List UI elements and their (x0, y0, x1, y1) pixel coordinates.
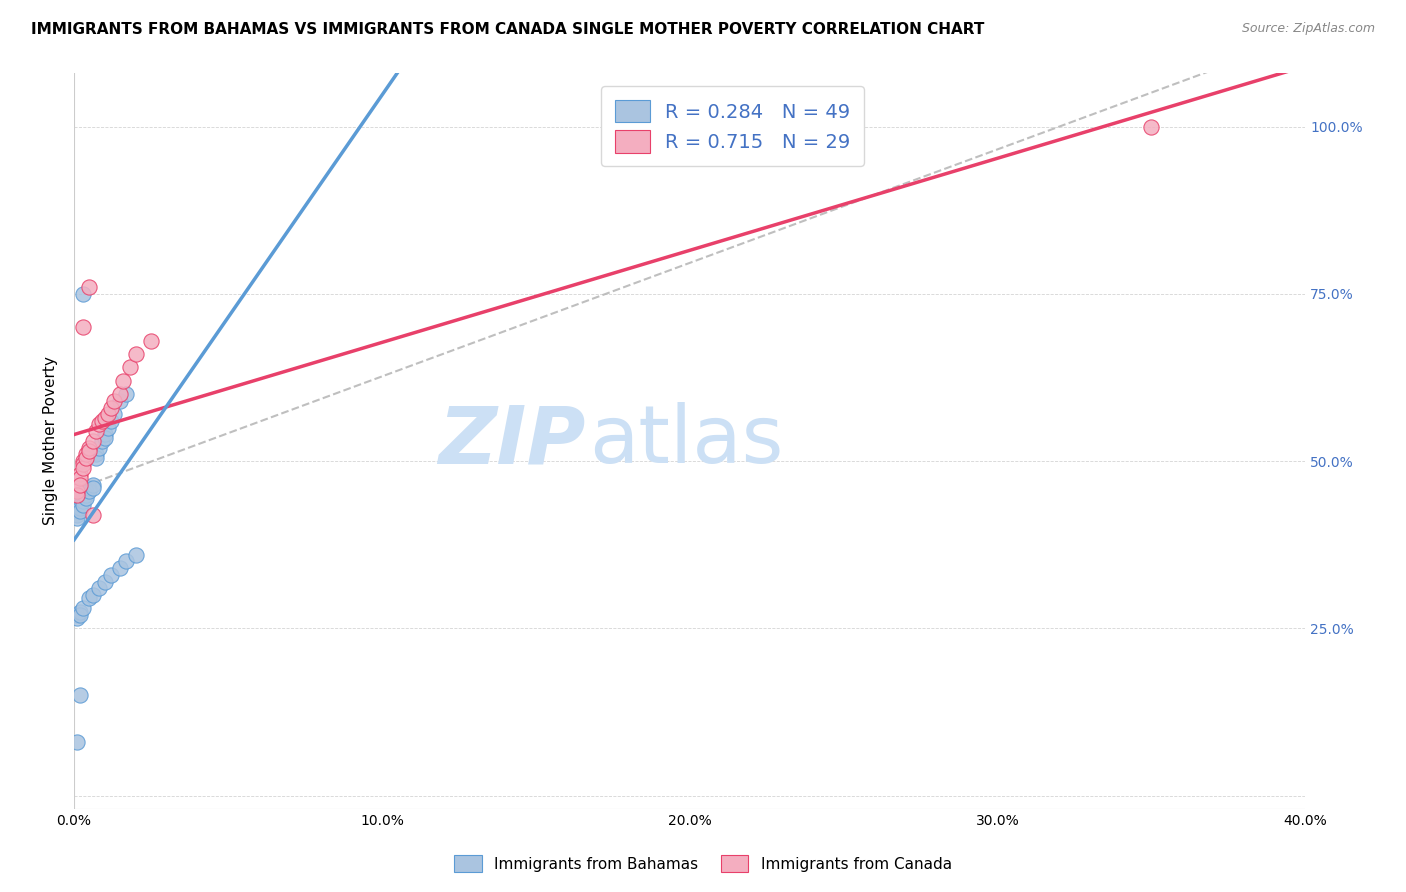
Legend: Immigrants from Bahamas, Immigrants from Canada: Immigrants from Bahamas, Immigrants from… (447, 847, 959, 880)
Text: IMMIGRANTS FROM BAHAMAS VS IMMIGRANTS FROM CANADA SINGLE MOTHER POVERTY CORRELAT: IMMIGRANTS FROM BAHAMAS VS IMMIGRANTS FR… (31, 22, 984, 37)
Point (69, 607, 91, 622)
Point (75, 484, 97, 499)
Point (79, 444, 101, 458)
Point (100, 401, 122, 415)
Point (75, 450, 97, 465)
Point (69, 605, 91, 619)
Point (69, 471, 91, 485)
Point (72, 601, 94, 615)
Point (84, 450, 107, 465)
Point (75, 491, 97, 505)
Point (66, 611, 89, 625)
Point (115, 387, 138, 401)
Point (72, 460, 94, 475)
Point (103, 393, 125, 408)
Point (69, 689, 91, 703)
Legend: R = 0.284   N = 49, R = 0.715   N = 29: R = 0.284 N = 49, R = 0.715 N = 29 (600, 87, 865, 166)
Point (87, 581, 110, 595)
Point (124, 347, 146, 361)
Point (75, 487, 97, 501)
Point (84, 447, 107, 461)
Point (97, 420, 120, 434)
Point (112, 374, 135, 388)
Point (79, 280, 101, 294)
Point (72, 320, 94, 334)
Point (69, 504, 91, 518)
Point (82, 508, 104, 522)
Point (69, 491, 91, 505)
Point (66, 500, 89, 515)
Point (69, 498, 91, 512)
Point (79, 591, 101, 606)
Point (72, 498, 94, 512)
Point (139, 334, 162, 348)
Y-axis label: Single Mother Poverty: Single Mother Poverty (44, 357, 58, 525)
Point (87, 441, 110, 455)
Point (124, 548, 146, 562)
Point (72, 458, 94, 472)
Point (69, 494, 91, 508)
Point (115, 554, 138, 568)
Point (103, 407, 125, 421)
Point (94, 427, 117, 442)
Point (72, 286, 94, 301)
Point (79, 481, 101, 495)
Point (110, 561, 132, 575)
Point (66, 494, 89, 508)
Point (84, 424, 107, 438)
Point (72, 487, 94, 501)
Point (72, 454, 94, 468)
Point (87, 417, 110, 432)
Point (66, 511, 89, 525)
Point (66, 487, 89, 501)
Point (79, 484, 101, 499)
Point (90, 414, 112, 428)
Text: atlas: atlas (589, 402, 783, 480)
Point (66, 508, 89, 522)
Point (66, 498, 89, 512)
Point (69, 500, 91, 515)
Point (66, 607, 89, 622)
Point (66, 504, 89, 518)
Text: Source: ZipAtlas.com: Source: ZipAtlas.com (1241, 22, 1375, 36)
Point (97, 407, 120, 421)
Point (82, 481, 104, 495)
Point (110, 393, 132, 408)
Point (69, 477, 91, 491)
Point (100, 567, 122, 582)
Text: ZIP: ZIP (437, 402, 585, 480)
Point (69, 467, 91, 482)
Point (66, 484, 89, 499)
Point (82, 434, 104, 448)
Point (100, 414, 122, 428)
Point (118, 360, 141, 375)
Point (79, 441, 101, 455)
Point (82, 588, 104, 602)
Point (66, 735, 89, 749)
Point (72, 491, 94, 505)
Point (72, 494, 94, 508)
Point (110, 387, 132, 401)
Point (94, 431, 117, 445)
Point (82, 477, 104, 491)
Point (90, 434, 112, 448)
Point (94, 574, 117, 589)
Point (75, 447, 97, 461)
Point (94, 410, 117, 425)
Point (1140, 120, 1163, 134)
